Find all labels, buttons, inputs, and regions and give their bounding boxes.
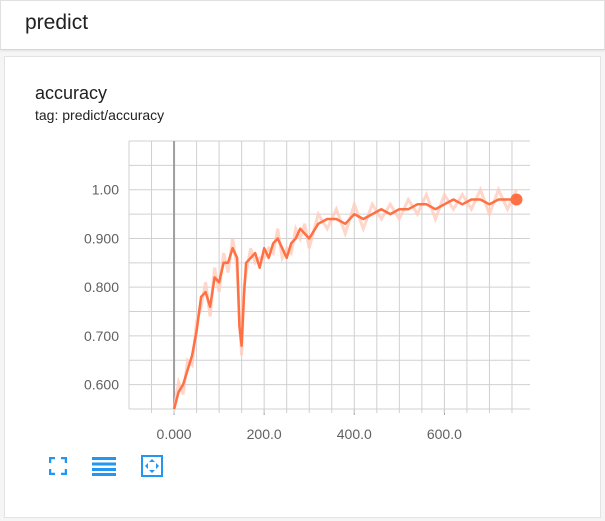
list-icon: [92, 457, 116, 476]
run-title: predict: [25, 11, 89, 34]
fullscreen-button[interactable]: [45, 453, 71, 479]
x-tick-label: 0.000: [157, 426, 192, 442]
x-tick-label: 200.0: [247, 426, 282, 442]
x-tick-label: 600.0: [427, 426, 462, 442]
fit-domain-icon: [141, 455, 163, 477]
y-tick-label: 0.900: [84, 230, 119, 246]
y-tick-label: 0.800: [84, 279, 119, 295]
card-tag: tag: predict/accuracy: [35, 107, 165, 123]
toggle-log-list-button[interactable]: [91, 453, 117, 479]
fit-domain-button[interactable]: [139, 453, 165, 479]
y-tick-label: 1.00: [92, 182, 119, 198]
series-end-point: [510, 193, 523, 206]
y-tick-label: 0.700: [84, 328, 119, 344]
run-header: predict: [0, 0, 605, 50]
y-tick-label: 0.600: [84, 377, 119, 393]
x-tick-label: 400.0: [337, 426, 372, 442]
fullscreen-icon: [49, 457, 67, 475]
scalar-card: accuracy tag: predict/accuracy 0.600 0.70…: [4, 56, 601, 518]
series-line: [172, 198, 517, 410]
accuracy-chart[interactable]: 0.600 0.700 0.800 0.900 1.00 0.000 200.0 400.0 6…: [5, 57, 602, 447]
card-title: accuracy: [35, 83, 108, 103]
